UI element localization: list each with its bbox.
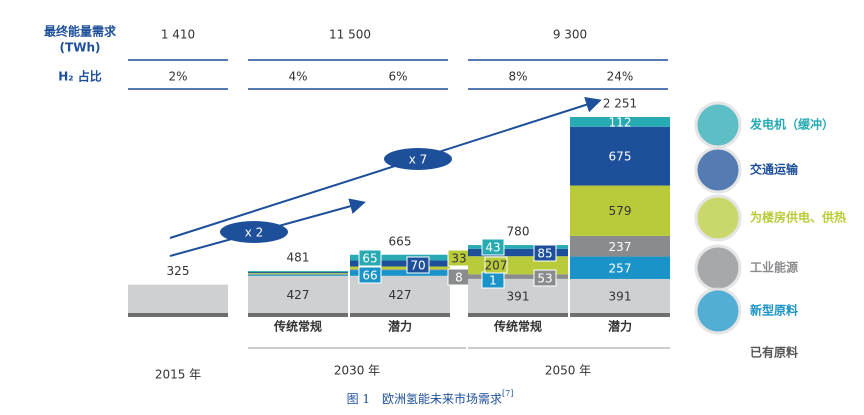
annotation: x 2 <box>245 226 264 240</box>
label-box <box>406 256 430 274</box>
legend-label: 发电机（缓冲） <box>749 117 834 132</box>
annotation-badge <box>220 221 288 243</box>
data-label: 112 <box>609 115 632 129</box>
bar-segment <box>350 254 450 261</box>
bar-segment <box>350 266 450 270</box>
group-label: 2050 年 <box>545 364 591 378</box>
bar-segment <box>468 248 568 257</box>
annotation: x 7 <box>409 153 428 167</box>
caption: 图 1 欧洲氢能未来市场需求[7] <box>347 389 514 406</box>
label-box <box>533 244 557 262</box>
arrow <box>169 97 602 239</box>
data-label: 66 <box>362 269 377 283</box>
bar-segment <box>570 235 670 257</box>
table-lines <box>128 59 668 90</box>
data-label: 53 <box>537 272 552 286</box>
caption-text: 图 1 欧洲氢能未来市场需求 <box>347 391 502 406</box>
bar-segment <box>570 185 670 236</box>
x-tick-label: 潜力 <box>388 319 412 334</box>
x-tick-label: 潜力 <box>608 319 632 334</box>
data-label: 8 <box>455 271 463 285</box>
x-tick-label: 传统常规 <box>273 319 322 334</box>
cell: 1 410 <box>161 28 195 42</box>
total-label: 780 <box>507 225 530 239</box>
legend-icon <box>694 244 742 292</box>
data-label: 33 <box>451 252 466 266</box>
legend-label: 新型原料 <box>750 303 798 318</box>
cell: 4% <box>288 70 307 84</box>
data-label: 427 <box>389 288 412 302</box>
bar-segment <box>248 271 348 273</box>
bar-segment <box>248 273 348 275</box>
label-box <box>358 266 382 284</box>
data-label: 391 <box>507 289 530 303</box>
data-label: 675 <box>609 150 632 164</box>
data-label: 70 <box>410 259 425 273</box>
baseline <box>468 313 568 317</box>
bar-segment <box>350 269 450 271</box>
legend-label: 交通运输 <box>750 162 799 177</box>
label-box <box>484 256 508 274</box>
cell: 6% <box>388 70 407 84</box>
cell: 8% <box>508 70 527 84</box>
label-box <box>533 269 557 287</box>
bar-segment <box>468 274 568 279</box>
data-label: 237 <box>609 240 632 254</box>
bar-segment <box>570 116 670 127</box>
baseline <box>248 313 348 317</box>
bar-segment <box>128 284 228 313</box>
bar-segment <box>248 275 348 313</box>
label-box <box>481 238 505 256</box>
cell: 2% <box>168 70 187 84</box>
row-label: H₂ 占比 <box>58 69 101 84</box>
data-label: 207 <box>485 259 508 273</box>
row-unit: (TWh) <box>60 41 101 55</box>
legend-icon <box>694 101 742 149</box>
cell: 24% <box>607 70 634 84</box>
data-label: 427 <box>287 288 310 302</box>
total-label: 665 <box>389 235 412 249</box>
total-label: 481 <box>287 251 310 265</box>
legend-label: 工业能源 <box>750 260 798 275</box>
cell: 9 300 <box>553 28 587 42</box>
baseline <box>350 313 450 317</box>
baseline <box>128 313 228 317</box>
legend-label: 为楼房供电、供热 <box>750 210 846 225</box>
bar-segment <box>350 270 450 276</box>
bar-segment <box>468 245 568 249</box>
bar-segment <box>248 274 348 276</box>
total-label: 2 251 <box>603 96 637 110</box>
data-label: 257 <box>609 261 632 275</box>
bar-segment <box>350 260 450 267</box>
x-tick-label: 传统常规 <box>493 319 542 334</box>
total-label: 325 <box>167 264 190 278</box>
group-label: 2015 年 <box>155 368 201 382</box>
legend-icon <box>694 287 742 335</box>
label-box <box>358 249 382 267</box>
bar-segment <box>570 278 670 313</box>
baseline <box>570 313 670 317</box>
bar-segment <box>570 126 670 186</box>
legend-icon <box>694 146 742 194</box>
data-label: 43 <box>485 241 500 255</box>
data-label: 1 <box>489 274 497 288</box>
row-label: 最终能量需求 <box>44 24 117 39</box>
group-label: 2030 年 <box>334 364 380 378</box>
legend-icon <box>694 194 742 242</box>
data-label: 579 <box>609 204 632 218</box>
bar-segment <box>570 256 670 279</box>
annotation-badge <box>384 148 452 170</box>
data-label: 85 <box>537 247 552 261</box>
caption-ref: [7] <box>502 389 513 398</box>
data-label: 65 <box>362 252 377 266</box>
data-label: 391 <box>609 289 632 303</box>
cell: 11 500 <box>329 28 371 42</box>
bar-segment <box>248 272 348 274</box>
legend-label: 已有原料 <box>750 345 798 360</box>
